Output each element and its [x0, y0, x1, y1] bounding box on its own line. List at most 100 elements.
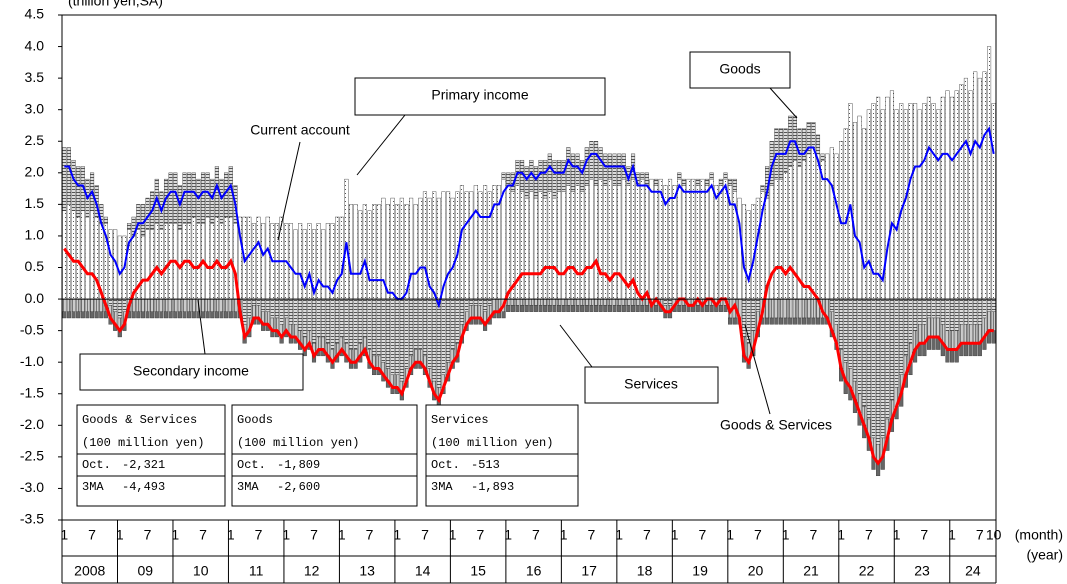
- y-tick-label: 0.0: [25, 290, 45, 306]
- year-label: 22: [859, 563, 875, 579]
- bar: [214, 311, 219, 319]
- bar: [261, 298, 266, 312]
- bar: [200, 298, 206, 312]
- bar: [718, 305, 723, 312]
- bar: [723, 178, 728, 300]
- bar: [557, 298, 562, 306]
- bar: [829, 298, 834, 312]
- bar: [446, 298, 451, 363]
- line-series: [64, 126, 995, 309]
- bar: [802, 298, 807, 319]
- bar: [533, 197, 538, 300]
- bar: [760, 185, 765, 192]
- x-tick-label: 7: [588, 527, 596, 543]
- leader: [197, 299, 206, 355]
- bar: [76, 166, 81, 218]
- bar: [649, 178, 654, 300]
- y-tick-label: -2.5: [20, 448, 44, 464]
- bar: [922, 103, 927, 300]
- bar: [908, 298, 913, 344]
- bar: [210, 178, 215, 224]
- year-label: 14: [415, 563, 431, 579]
- bar: [954, 90, 959, 300]
- bar: [672, 185, 677, 300]
- x-tick-label: 1: [227, 527, 235, 543]
- bar: [422, 191, 428, 300]
- bar: [714, 185, 719, 300]
- bar: [876, 298, 881, 445]
- bar: [889, 90, 895, 300]
- bar: [316, 298, 321, 338]
- bar: [866, 109, 871, 300]
- bar: [704, 305, 710, 312]
- year-label: 18: [637, 563, 653, 579]
- bar: [418, 197, 423, 300]
- bar: [441, 298, 446, 376]
- x-tick-label: 10: [986, 527, 1002, 543]
- y-tick-label: 1.0: [25, 227, 45, 243]
- bar: [811, 298, 816, 319]
- callout-goods: Goods: [719, 61, 760, 77]
- year-label: 09: [137, 563, 153, 579]
- bar: [66, 147, 71, 205]
- y-tick-label: -3.0: [20, 479, 44, 495]
- bar: [695, 178, 700, 186]
- bar: [792, 317, 797, 325]
- bar: [469, 191, 474, 300]
- x-tick-label: 1: [393, 527, 401, 543]
- bar: [954, 298, 959, 331]
- bar: [168, 172, 173, 224]
- bar: [219, 311, 224, 319]
- bar: [815, 317, 821, 325]
- bar: [621, 298, 626, 306]
- bar: [547, 191, 552, 300]
- bar: [580, 298, 585, 306]
- bar: [529, 298, 534, 306]
- bar: [880, 298, 885, 439]
- bar: [450, 197, 455, 300]
- bar: [917, 298, 922, 325]
- x-tick-label: 1: [60, 527, 68, 543]
- bar: [640, 178, 645, 300]
- bar: [644, 185, 649, 300]
- bar: [570, 305, 575, 312]
- bar: [154, 298, 159, 312]
- bar: [395, 374, 400, 388]
- bar: [926, 317, 932, 338]
- bar: [774, 178, 779, 300]
- bar: [136, 204, 141, 230]
- bar: [182, 298, 187, 312]
- bar: [348, 298, 354, 350]
- bar: [538, 191, 543, 300]
- bar: [626, 305, 631, 312]
- year-label: 17: [581, 563, 597, 579]
- bar: [959, 324, 964, 344]
- bar: [617, 305, 622, 312]
- bar: [580, 305, 585, 312]
- bar: [977, 298, 982, 325]
- bar: [704, 185, 710, 300]
- bar: [200, 172, 206, 224]
- info-title: Goods: [237, 413, 273, 427]
- bar: [936, 109, 941, 300]
- bar: [778, 317, 784, 325]
- bar: [677, 305, 682, 312]
- bar: [788, 317, 793, 325]
- bar: [538, 298, 543, 306]
- bar: [464, 298, 469, 312]
- bar: [570, 298, 575, 306]
- bar: [168, 311, 173, 319]
- x-tick-label: 1: [948, 527, 956, 543]
- bar: [968, 90, 973, 300]
- info-row-label: 3MA: [431, 480, 453, 494]
- bar: [635, 305, 640, 312]
- bar: [612, 298, 617, 306]
- bar: [681, 305, 686, 312]
- x-tick-label: 7: [754, 527, 762, 543]
- bar: [857, 298, 862, 394]
- bar: [973, 343, 978, 357]
- bar: [191, 311, 196, 319]
- bar: [557, 159, 562, 192]
- x-tick-label: 1: [171, 527, 179, 543]
- bar: [862, 128, 867, 300]
